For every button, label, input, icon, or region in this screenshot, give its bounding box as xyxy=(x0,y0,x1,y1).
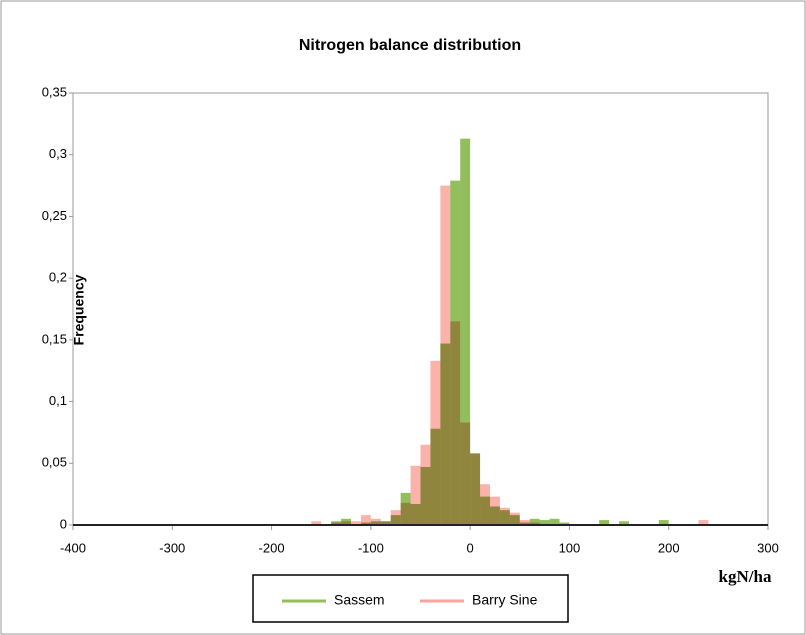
chart-title: Nitrogen balance distribution xyxy=(299,37,521,54)
bar xyxy=(360,515,371,525)
bar xyxy=(539,520,550,525)
y-tick-label: 0 xyxy=(60,516,67,531)
bar xyxy=(658,520,669,525)
y-tick-label: 0,25 xyxy=(42,208,67,223)
legend-label: Barry Sine xyxy=(472,592,538,608)
bar xyxy=(311,521,322,525)
x-tick-label: -300 xyxy=(159,540,185,555)
bar xyxy=(370,518,381,525)
y-tick-label: 0,3 xyxy=(49,146,67,161)
bar xyxy=(559,522,570,525)
bar xyxy=(450,321,461,525)
bar xyxy=(420,444,431,525)
bars xyxy=(311,138,709,526)
bar xyxy=(490,496,500,525)
bar xyxy=(430,360,441,525)
bar xyxy=(519,520,530,525)
bar xyxy=(529,522,540,525)
y-axis-label: Frequency xyxy=(71,274,87,345)
x-axis-label: kgN/ha xyxy=(719,567,772,586)
x-tick-label: 200 xyxy=(658,540,680,555)
bar xyxy=(460,422,471,525)
bar xyxy=(529,518,540,525)
x-tick-label: -200 xyxy=(259,540,285,555)
bar xyxy=(619,521,629,525)
y-tick-label: 0,2 xyxy=(49,270,67,285)
bar xyxy=(351,521,361,525)
y-tick-label: 0,15 xyxy=(42,331,67,346)
x-tick-label: -100 xyxy=(358,540,384,555)
bar xyxy=(480,484,490,525)
bar xyxy=(549,518,560,525)
bar xyxy=(410,465,421,525)
bar xyxy=(440,185,451,526)
bar xyxy=(380,521,391,525)
x-tick-label: -400 xyxy=(60,540,86,555)
x-tick-label: 0 xyxy=(467,540,474,555)
bar xyxy=(390,510,401,525)
bar xyxy=(599,520,610,525)
legend-label: Sassem xyxy=(334,592,385,608)
bar xyxy=(460,138,471,525)
bar xyxy=(400,502,411,525)
bar xyxy=(331,522,342,525)
y-tick-label: 0,35 xyxy=(42,84,67,99)
bar xyxy=(470,453,481,525)
y-tick-label: 0,1 xyxy=(49,393,67,408)
bar xyxy=(698,520,709,525)
x-tick-label: 100 xyxy=(559,540,581,555)
bar xyxy=(499,507,510,525)
bar xyxy=(341,521,351,525)
legend-box xyxy=(252,574,569,623)
bar xyxy=(509,512,520,525)
y-tick-label: 0,05 xyxy=(42,455,67,470)
x-tick-label: 300 xyxy=(757,540,779,555)
